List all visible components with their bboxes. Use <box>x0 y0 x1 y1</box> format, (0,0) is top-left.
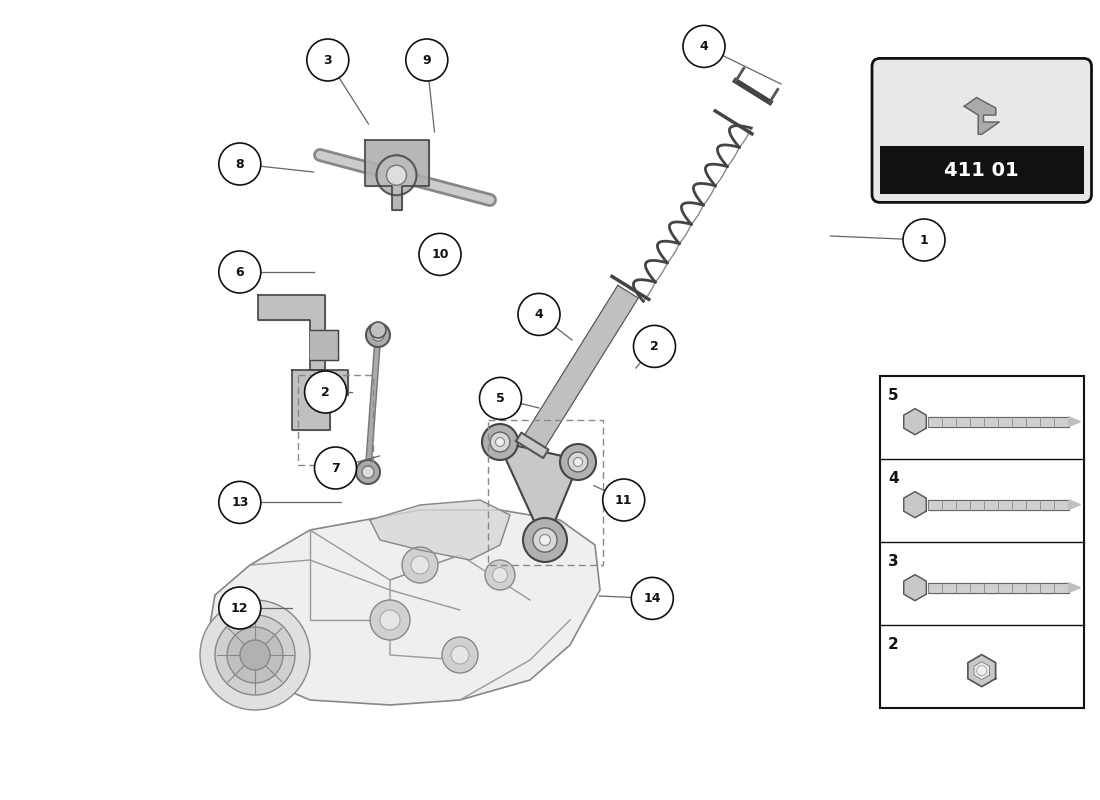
Bar <box>880 376 1084 708</box>
FancyBboxPatch shape <box>872 58 1091 202</box>
Circle shape <box>451 646 469 664</box>
Circle shape <box>406 39 448 81</box>
Circle shape <box>305 385 315 395</box>
Text: 3: 3 <box>323 54 332 66</box>
Text: 411 01: 411 01 <box>945 161 1019 179</box>
Text: 1: 1 <box>920 234 928 246</box>
Circle shape <box>366 323 390 347</box>
Polygon shape <box>928 500 1068 510</box>
Circle shape <box>370 322 386 338</box>
Circle shape <box>219 143 261 185</box>
Circle shape <box>493 567 507 582</box>
Text: 4: 4 <box>535 308 543 321</box>
Circle shape <box>240 640 270 670</box>
Circle shape <box>419 234 461 275</box>
Circle shape <box>402 547 438 583</box>
Polygon shape <box>498 442 580 545</box>
Polygon shape <box>1068 417 1080 426</box>
Text: 2: 2 <box>650 340 659 353</box>
Bar <box>488 420 603 565</box>
Text: 4: 4 <box>888 471 899 486</box>
Circle shape <box>485 560 515 590</box>
Polygon shape <box>928 417 1068 426</box>
Circle shape <box>372 329 384 341</box>
Circle shape <box>560 444 596 480</box>
Circle shape <box>219 482 261 523</box>
Text: 5: 5 <box>496 392 505 405</box>
Polygon shape <box>974 662 990 680</box>
Circle shape <box>305 371 346 413</box>
Circle shape <box>442 637 478 673</box>
Circle shape <box>539 534 550 546</box>
Text: 13: 13 <box>231 496 249 509</box>
Polygon shape <box>1068 582 1080 593</box>
Text: 6: 6 <box>235 266 244 278</box>
Circle shape <box>480 378 521 419</box>
Circle shape <box>214 615 295 695</box>
Circle shape <box>370 600 410 640</box>
Circle shape <box>219 251 261 293</box>
Text: 9: 9 <box>422 54 431 66</box>
Polygon shape <box>965 98 999 134</box>
Polygon shape <box>292 370 348 430</box>
Polygon shape <box>904 409 926 434</box>
Circle shape <box>631 578 673 619</box>
Circle shape <box>482 424 518 460</box>
Text: 12: 12 <box>231 602 249 614</box>
Circle shape <box>977 666 987 676</box>
Circle shape <box>573 458 583 466</box>
Circle shape <box>491 432 510 452</box>
Text: 5: 5 <box>888 388 899 403</box>
Circle shape <box>320 385 330 395</box>
Text: 2: 2 <box>321 386 330 398</box>
Polygon shape <box>364 140 429 210</box>
Polygon shape <box>928 582 1068 593</box>
Circle shape <box>219 587 261 629</box>
Circle shape <box>386 166 407 186</box>
Text: 3: 3 <box>888 554 899 569</box>
Polygon shape <box>904 574 926 601</box>
Circle shape <box>379 610 400 630</box>
Circle shape <box>315 447 356 489</box>
Circle shape <box>568 452 587 472</box>
Circle shape <box>683 26 725 67</box>
Polygon shape <box>516 433 549 458</box>
Circle shape <box>411 556 429 574</box>
Circle shape <box>227 627 283 683</box>
Polygon shape <box>258 295 324 370</box>
Circle shape <box>634 326 675 367</box>
Text: 7: 7 <box>331 462 340 474</box>
Circle shape <box>522 518 566 562</box>
Circle shape <box>307 39 349 81</box>
Text: 2: 2 <box>888 637 899 652</box>
Bar <box>880 146 1084 194</box>
Polygon shape <box>521 286 638 452</box>
Polygon shape <box>370 500 510 560</box>
Circle shape <box>903 219 945 261</box>
Text: 8: 8 <box>235 158 244 170</box>
Circle shape <box>603 479 645 521</box>
Polygon shape <box>968 654 996 686</box>
Text: 4: 4 <box>700 40 708 53</box>
Circle shape <box>376 155 417 195</box>
Bar <box>298 375 373 465</box>
Circle shape <box>200 600 310 710</box>
Polygon shape <box>1068 500 1080 510</box>
Polygon shape <box>210 510 600 705</box>
Circle shape <box>362 466 374 478</box>
Polygon shape <box>904 492 926 518</box>
Polygon shape <box>310 330 338 360</box>
Circle shape <box>532 528 557 552</box>
Circle shape <box>518 294 560 335</box>
Circle shape <box>495 438 505 446</box>
Circle shape <box>356 460 380 484</box>
Text: 11: 11 <box>615 494 632 506</box>
Text: 10: 10 <box>431 248 449 261</box>
Text: 14: 14 <box>644 592 661 605</box>
